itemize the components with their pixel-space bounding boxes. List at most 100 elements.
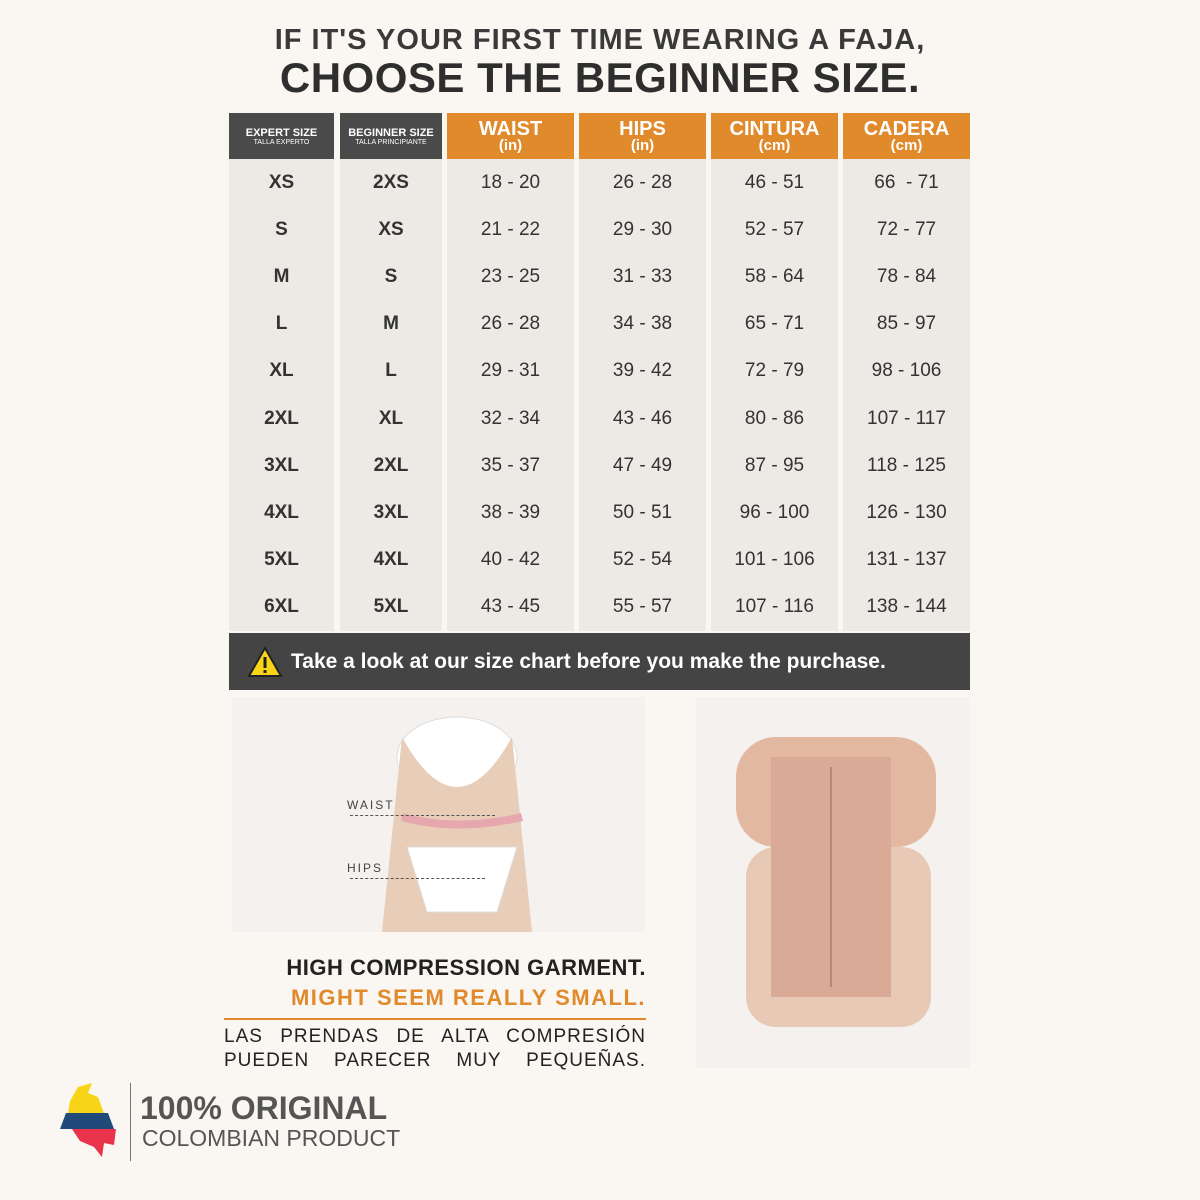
table-cell: 107 - 117 <box>867 407 946 429</box>
notice-divider <box>224 1018 646 1020</box>
table-cell: 52 - 54 <box>612 549 673 571</box>
waist-label: WAIST <box>347 798 395 812</box>
column-hips: HIPS (in) 26 - 28 29 - 30 31 - 33 34 - 38 39 -… <box>579 113 706 631</box>
notice-line-1: HIGH COMPRESSION GARMENT. <box>286 955 646 980</box>
notice-line-2: MIGHT SEEM REALLY SMALL. <box>290 985 646 1010</box>
table-cell: 2XS <box>373 171 409 193</box>
table-cell: 72 - 79 <box>744 360 805 382</box>
table-cell: 131 - 137 <box>866 549 947 571</box>
table-cell: XS <box>378 218 404 240</box>
table-cell: 23 - 25 <box>480 265 541 287</box>
waist-line <box>350 815 495 816</box>
column-title: BEGINNER SIZE <box>348 126 434 139</box>
table-cell: 58 - 64 <box>744 265 805 287</box>
table-cell: XS <box>268 171 295 193</box>
column-waist: WAIST (in) 18 - 20 21 - 22 23 - 25 26 - 28 29 … <box>447 113 574 631</box>
table-cell: 50 - 51 <box>612 501 673 523</box>
table-cell: S <box>275 218 288 240</box>
measurement-photo: WAIST HIPS <box>232 697 645 932</box>
column-title: EXPERT SIZE <box>245 126 318 139</box>
notice-line-3: LAS PRENDAS DE ALTA COMPRESIÓN <box>224 1026 646 1047</box>
warning-banner: Take a look at our size chart before you… <box>229 633 970 690</box>
column-subtitle: TALLA EXPERTO <box>253 138 310 146</box>
column-header: HIPS (in) <box>579 113 706 159</box>
badge-title: 100% ORIGINAL <box>140 1090 388 1126</box>
table-cell: 6XL <box>264 596 299 618</box>
table-cell: M <box>383 313 399 335</box>
table-cell: 34 - 38 <box>612 313 673 335</box>
column-subtitle: TALLA PRINCIPIANTE <box>355 138 427 146</box>
table-cell: 138 - 144 <box>866 596 947 618</box>
table-cell: 118 - 125 <box>867 454 946 476</box>
table-cell: 80 - 86 <box>744 407 805 429</box>
column-header: WAIST (in) <box>447 113 574 159</box>
table-cell: 96 - 100 <box>739 501 810 523</box>
column-title: CINTURA <box>729 117 820 140</box>
column-title: WAIST <box>478 117 543 140</box>
table-cell: XL <box>269 360 294 382</box>
model-silhouette-image <box>382 716 532 932</box>
notice-line-4: PUEDEN PARECER MUY PEQUEÑAS. <box>224 1050 646 1071</box>
table-cell: 26 - 28 <box>480 313 541 335</box>
column-header: CADERA (cm) <box>843 113 970 159</box>
table-cell: 40 - 42 <box>480 549 541 571</box>
hips-line <box>350 878 485 879</box>
table-cell: 43 - 45 <box>480 596 541 618</box>
table-cell: 52 - 57 <box>744 218 805 240</box>
badge-subtitle: COLOMBIAN PRODUCT <box>142 1125 401 1151</box>
table-cell: 98 - 106 <box>871 360 942 382</box>
table-cell: 4XL <box>373 549 409 571</box>
table-cell: 2XL <box>264 407 299 429</box>
table-cell: 35 - 37 <box>480 454 541 476</box>
table-cell: 32 - 34 <box>480 407 541 429</box>
table-cell: 78 - 84 <box>876 265 937 287</box>
table-cell: 5XL <box>264 549 299 571</box>
table-cell: 18 - 20 <box>480 171 541 193</box>
warning-text: Take a look at our size chart before you… <box>291 649 886 673</box>
table-cell: 47 - 49 <box>612 454 673 476</box>
column-cintura: CINTURA (cm) 46 - 51 52 - 57 58 - 64 65 - 71 7… <box>711 113 838 631</box>
garment-photo <box>696 697 970 1068</box>
table-cell: 85 - 97 <box>876 313 937 335</box>
table-cell: 26 - 28 <box>612 171 673 193</box>
hips-label: HIPS <box>347 861 384 875</box>
heading-line-2: CHOOSE THE BEGINNER SIZE. <box>279 54 921 101</box>
column-title: HIPS <box>619 117 666 140</box>
table-cell: 38 - 39 <box>480 501 541 523</box>
table-cell: 31 - 33 <box>612 265 673 287</box>
table-cell: 5XL <box>373 596 409 618</box>
column-subtitle: (cm) <box>890 136 923 154</box>
table-cell: 126 - 130 <box>866 501 947 523</box>
table-cell: L <box>385 360 397 382</box>
table-cell: XL <box>378 407 404 429</box>
table-cell: 107 - 116 <box>735 596 814 618</box>
table-cell: 21 - 22 <box>480 218 541 240</box>
warning-triangle-icon <box>247 645 283 677</box>
column-cadera: CADERA (cm) 66 - 71 72 - 77 78 - 84 85 - 97 98… <box>843 113 970 631</box>
column-header: BEGINNER SIZE TALLA PRINCIPIANTE <box>340 113 442 159</box>
table-cell: 72 - 77 <box>876 218 937 240</box>
column-header: CINTURA (cm) <box>711 113 838 159</box>
column-header: EXPERT SIZE TALLA EXPERTO <box>229 113 334 159</box>
table-cell: 66 - 71 <box>874 171 939 193</box>
table-cell: 3XL <box>373 501 409 523</box>
column-subtitle: (in) <box>630 136 655 154</box>
table-cell: 3XL <box>264 454 299 476</box>
heading-line-1: IF IT'S YOUR FIRST TIME WEARING A FAJA, <box>274 24 926 56</box>
table-cell: 29 - 31 <box>480 360 541 382</box>
table-cell: L <box>275 313 288 335</box>
column-subtitle: (cm) <box>758 136 791 154</box>
table-cell: 55 - 57 <box>612 596 673 618</box>
column-subtitle: (in) <box>498 136 523 154</box>
column-title: CADERA <box>863 117 950 140</box>
table-cell: 65 - 71 <box>744 313 805 335</box>
table-cell: 43 - 46 <box>612 407 673 429</box>
table-cell: 87 - 95 <box>744 454 805 476</box>
table-cell: 46 - 51 <box>744 171 805 193</box>
table-cell: 39 - 42 <box>612 360 673 382</box>
table-cell: 4XL <box>264 501 299 523</box>
colombia-flag-map-icon <box>60 1083 116 1157</box>
column-expert-size: EXPERT SIZE TALLA EXPERTO XS S M L XL 2XL 3XL 4XL… <box>229 113 334 631</box>
table-cell: S <box>384 265 398 287</box>
model-garment-image <box>736 737 936 1027</box>
